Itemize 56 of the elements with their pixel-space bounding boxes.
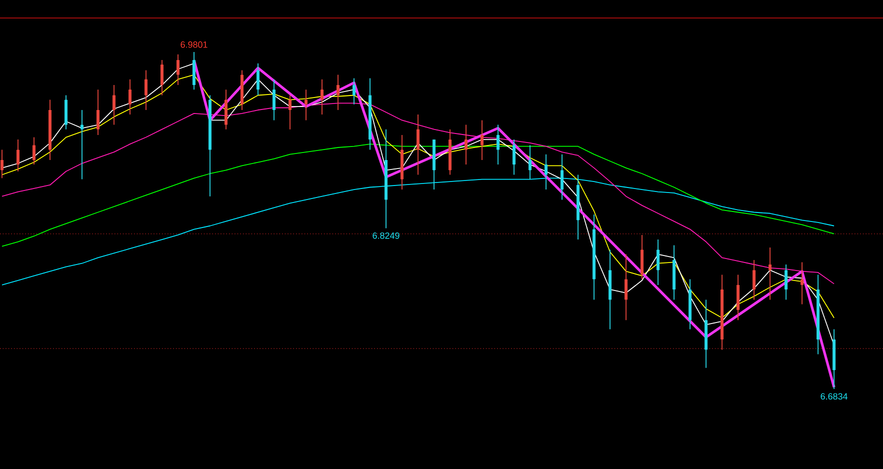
candlestick [64,94,68,130]
candlestick [752,260,756,300]
candlestick [544,154,548,190]
annotation: 6.6834 [820,393,848,400]
candlestick [672,244,676,300]
candlestick [208,94,212,197]
candlestick [656,239,660,286]
candlestick [768,247,772,300]
candlestick [0,149,4,179]
candlestick [416,114,420,176]
candlestick [192,52,196,90]
candlestick [224,89,228,130]
candlestick [80,110,84,180]
candlestick [160,60,164,96]
candlestick [48,99,52,160]
candlestick [16,139,20,172]
candlestick [336,74,340,110]
annotation: 6.9801 [180,41,208,48]
candlestick [720,274,724,350]
candlestick [624,254,628,321]
candlestick [640,234,644,280]
candlestick [176,54,180,86]
candlestick [304,89,308,121]
candlestick [32,136,36,165]
candlestick [96,89,100,136]
candlestick [240,70,244,110]
candlestick [816,274,820,355]
candlestick [800,262,804,305]
annotation: 6.8249 [372,232,400,239]
candlestick [592,214,596,300]
candlestick [464,124,468,165]
candlestick [528,144,532,180]
candlestick [608,249,612,330]
candlestick [560,154,564,200]
candlestick [368,78,372,150]
candlestick [400,134,404,190]
candlestick [256,62,260,96]
candlestick [448,128,452,176]
candlestick [272,78,276,121]
candlestick [320,78,324,116]
candlestick [496,124,500,165]
candlestick [352,78,356,105]
candlestick [128,78,132,116]
candlestick [288,94,292,130]
candlestick [736,274,740,321]
candlestick [688,278,692,330]
candlestick [432,139,436,190]
candlestick [704,299,708,368]
candlestick [384,128,388,229]
candlestick [784,264,788,300]
candlestick [112,84,116,126]
candlestick [576,174,580,240]
candlestick [512,139,516,176]
candlestick [480,120,484,160]
candlestick [832,328,836,390]
candlestick [144,70,148,110]
